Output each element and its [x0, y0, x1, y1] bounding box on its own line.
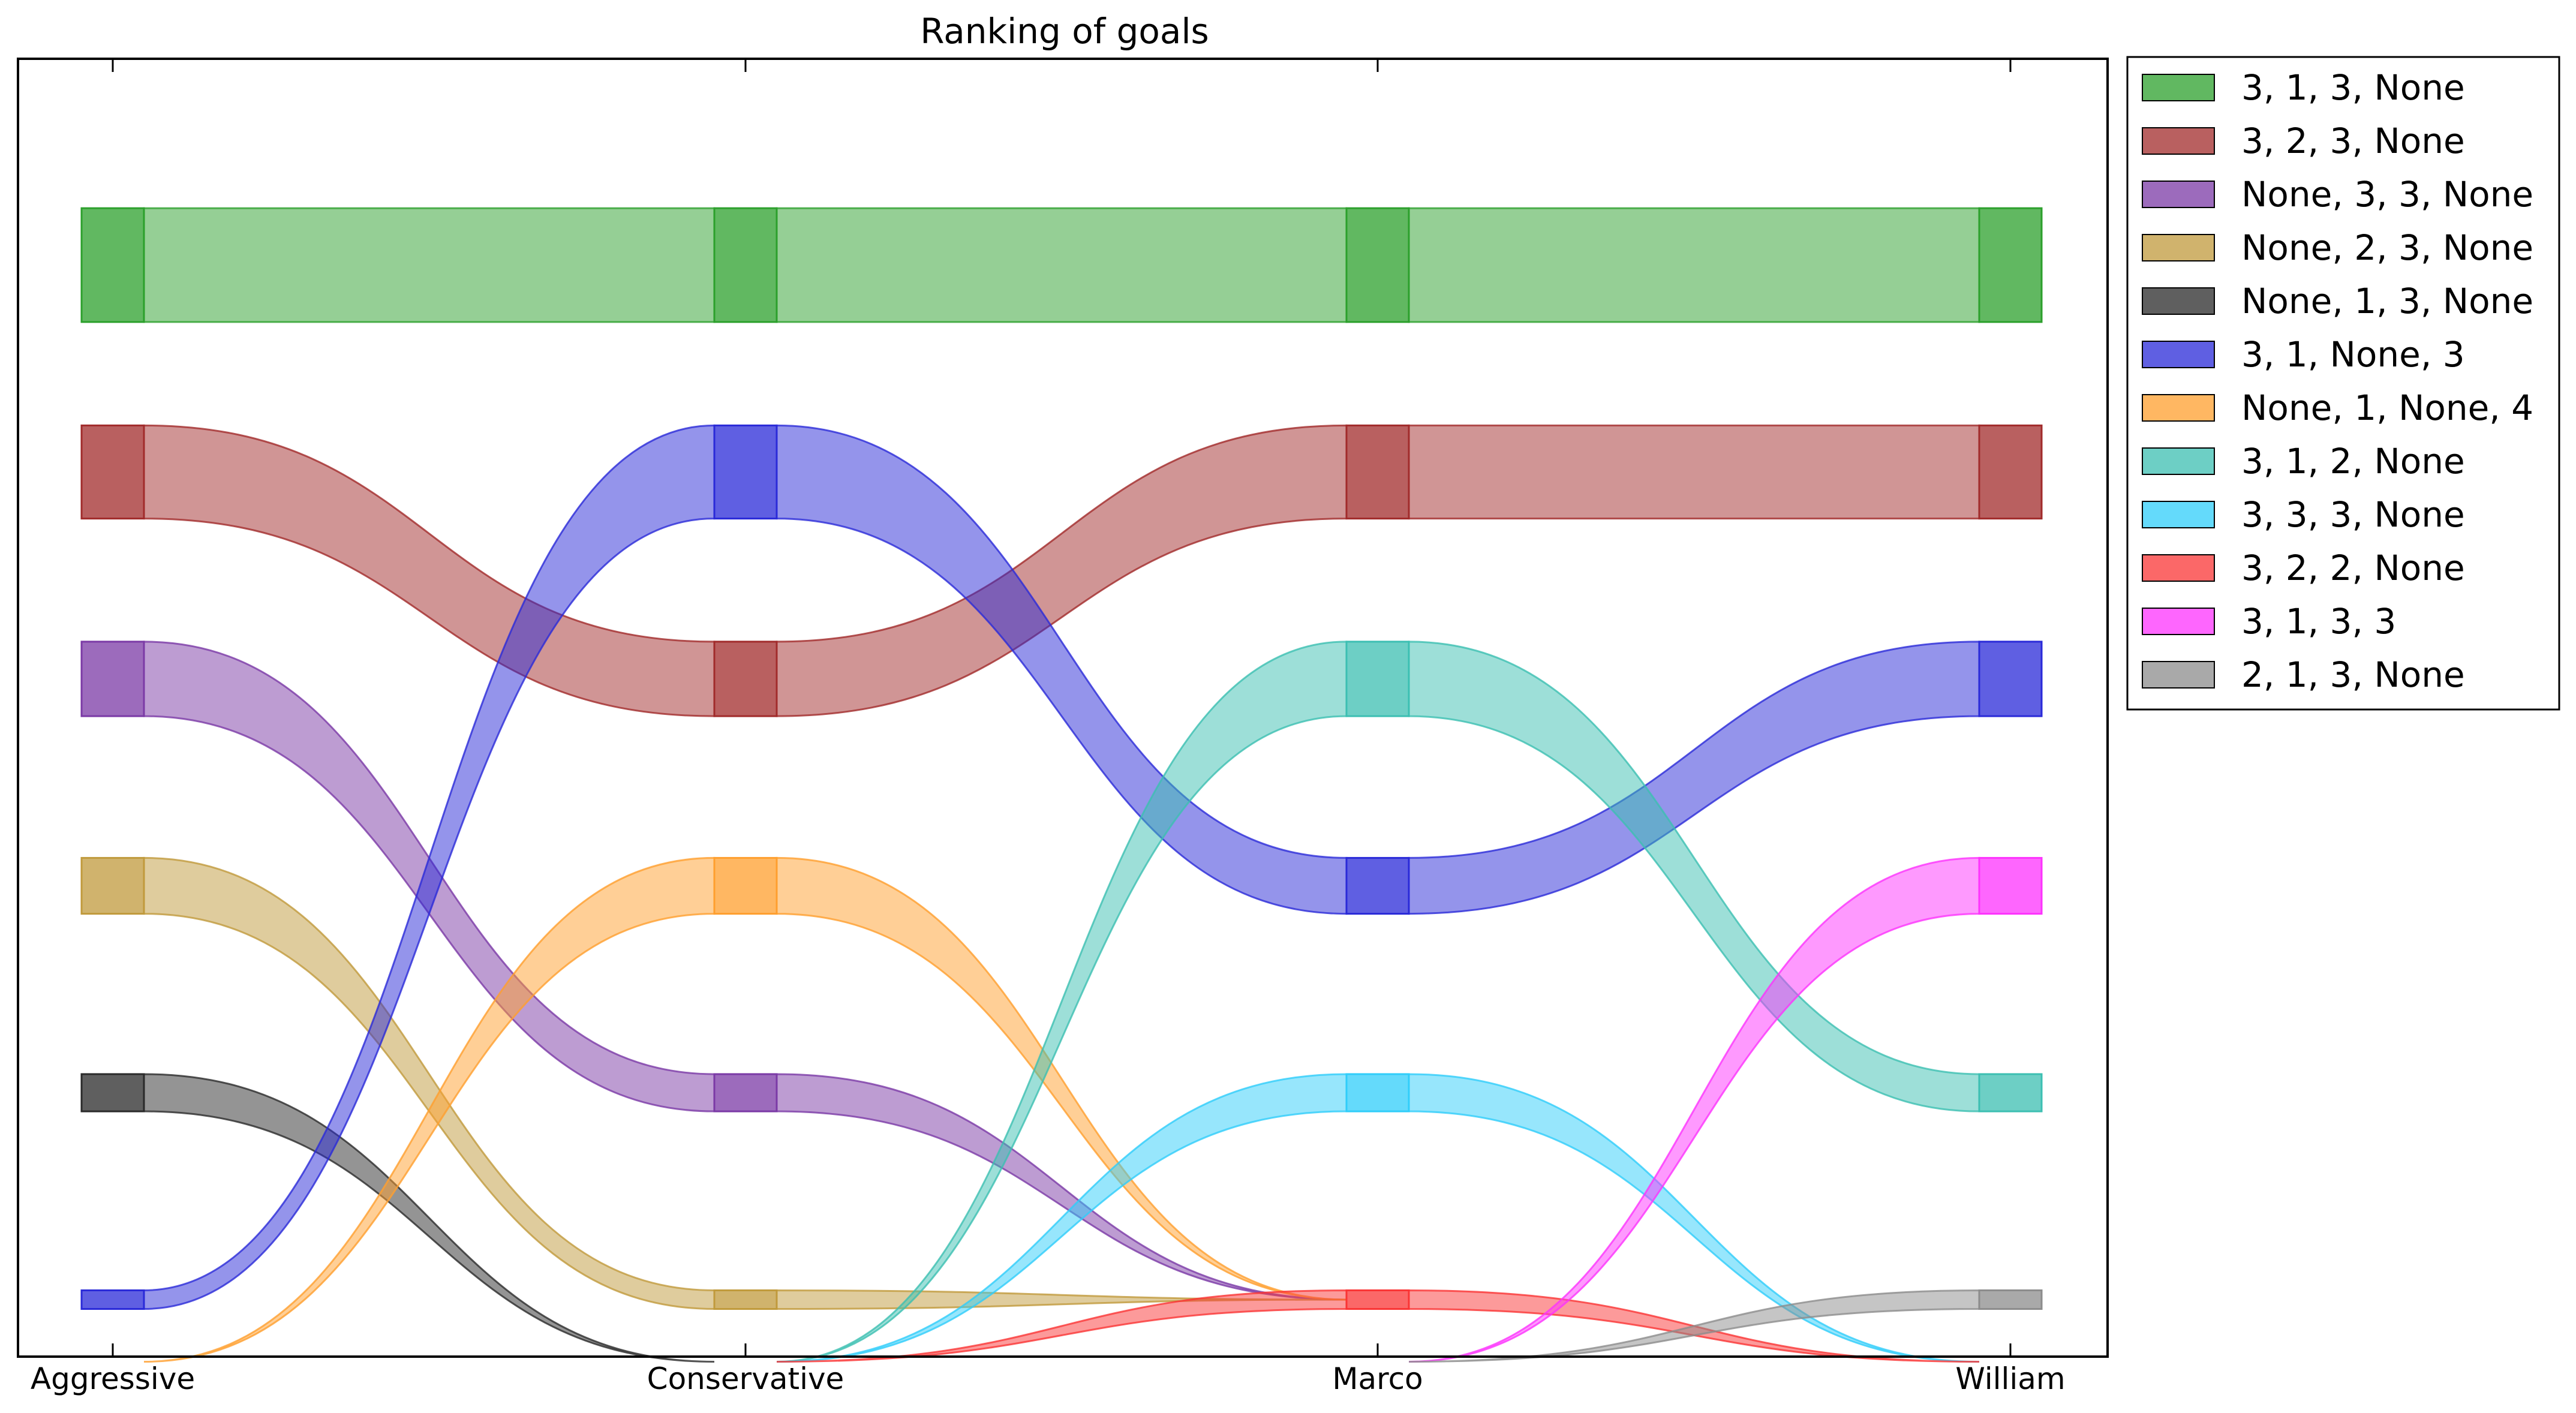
stage-node — [1345, 1289, 1410, 1310]
legend-swatch — [2142, 447, 2215, 475]
legend-swatch — [2142, 661, 2215, 689]
legend-entry-label: None, 1, 3, None — [2241, 281, 2533, 321]
legend-swatch — [2142, 181, 2215, 208]
legend-entry-label: None, 1, None, 4 — [2241, 387, 2533, 428]
stage-node — [1345, 424, 1410, 520]
legend-frame — [2126, 56, 2560, 711]
flow-1 — [80, 207, 2043, 323]
x-tick-label: William — [1955, 1361, 2065, 1396]
legend-entry-label: 3, 1, 2, None — [2241, 441, 2465, 482]
flow-11 — [1408, 856, 2043, 1363]
legend-entry-label: None, 3, 3, None — [2241, 174, 2533, 215]
stage-node — [713, 1073, 778, 1113]
flow-band — [143, 1073, 715, 1363]
stage-node — [1978, 1073, 2043, 1113]
legend-entry-label: 2, 1, 3, None — [2241, 654, 2465, 695]
legend-entry-label: 3, 1, None, 3 — [2241, 334, 2465, 375]
stage-node — [1978, 641, 2043, 717]
flow-8 — [776, 641, 2043, 1363]
stage-node — [80, 1289, 145, 1310]
legend-entry-label: 3, 2, 3, None — [2241, 121, 2465, 161]
legend-swatch — [2142, 287, 2215, 315]
flow-4 — [80, 856, 1347, 1310]
flow-6 — [80, 424, 2043, 1310]
stage-node — [1978, 1289, 2043, 1310]
stage-node — [1978, 424, 2043, 520]
stage-node — [713, 641, 778, 717]
legend-entry-label: 3, 1, 3, 3 — [2241, 601, 2396, 642]
legend-entry-label: 3, 1, 3, None — [2241, 67, 2465, 108]
x-tick-label: Conservative — [647, 1361, 844, 1396]
flow-2 — [80, 424, 2043, 717]
legend-swatch — [2142, 394, 2215, 422]
stage-node — [80, 641, 145, 717]
x-axis: Aggressive Conservative Marco William — [31, 59, 2066, 1396]
stage-node — [713, 856, 778, 915]
legend-swatch — [2142, 341, 2215, 368]
legend-swatch — [2142, 608, 2215, 635]
legend-swatch — [2142, 74, 2215, 101]
plot-frame — [17, 58, 2109, 1358]
stage-node — [1345, 641, 1410, 717]
x-tick-label: Aggressive — [31, 1361, 195, 1396]
stage-node — [1345, 207, 1410, 323]
stage-node — [1978, 856, 2043, 915]
flow-band — [1408, 207, 1980, 323]
stage-node — [713, 424, 778, 520]
flow-12 — [1408, 1289, 2043, 1363]
stage-node — [80, 207, 145, 323]
legend-swatch — [2142, 501, 2215, 528]
stage-node — [80, 424, 145, 520]
flow-5 — [80, 1073, 715, 1363]
stage-node — [1345, 856, 1410, 915]
flow-9 — [776, 1073, 1980, 1363]
legend-entry-label: 3, 3, 3, None — [2241, 494, 2465, 535]
flow-band — [775, 207, 1348, 323]
chart-title: Ranking of goals — [920, 11, 1209, 52]
legend-entry-label: 3, 2, 2, None — [2241, 548, 2465, 588]
stage-node — [1978, 207, 2043, 323]
stage-node — [713, 1289, 778, 1310]
x-tick-label: Marco — [1332, 1361, 1423, 1396]
stage-node — [80, 856, 145, 915]
legend-entry-label: None, 2, 3, None — [2241, 227, 2533, 268]
legend-swatch — [2142, 554, 2215, 582]
stage-node — [80, 1073, 145, 1113]
flow-band — [1408, 424, 1980, 520]
flow-layer — [80, 207, 2043, 1363]
stage-node — [713, 207, 778, 323]
stage-node — [1345, 1073, 1410, 1113]
legend: 3, 1, 3, None 3, 2, 3, None None, 3, 3, No… — [2126, 56, 2560, 711]
legend-swatch — [2142, 127, 2215, 155]
legend-swatch — [2142, 234, 2215, 261]
flow-band — [143, 207, 716, 323]
